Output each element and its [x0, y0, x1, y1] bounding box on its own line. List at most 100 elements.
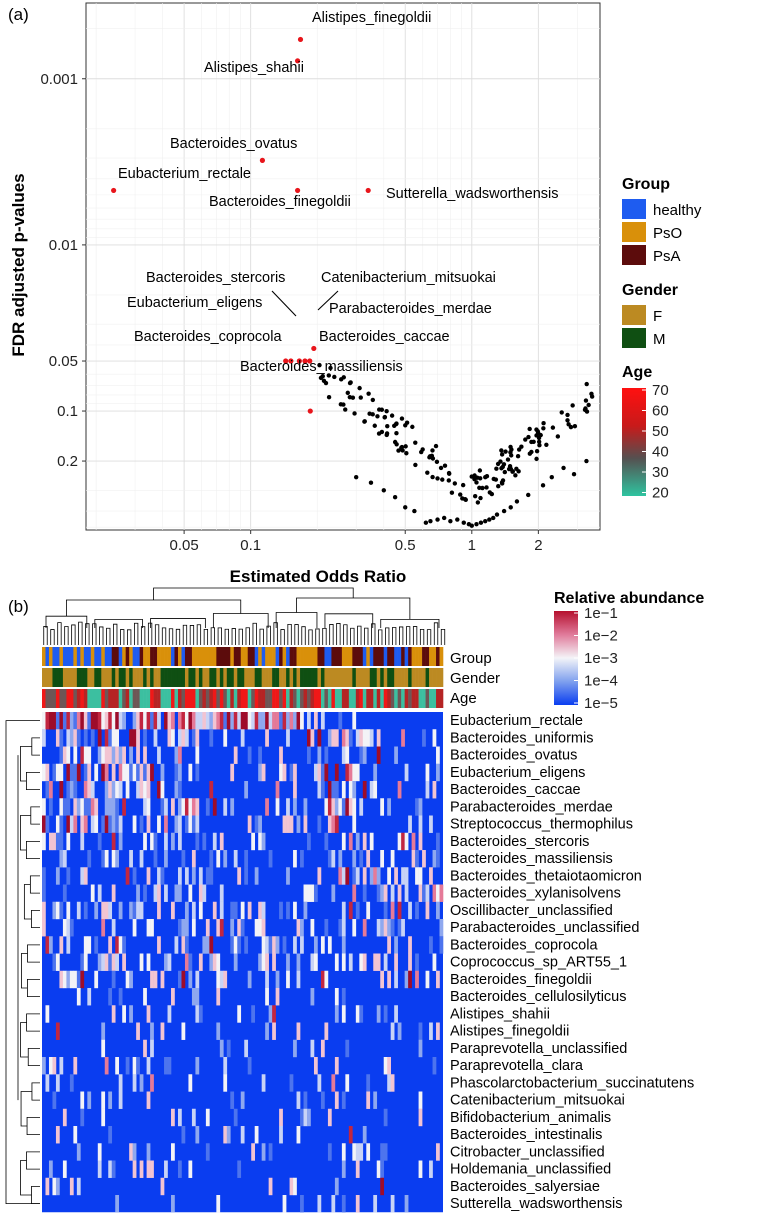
- annotation-cell-age: [111, 689, 116, 708]
- scatter-point-background: [491, 476, 496, 482]
- annotation-cell-gender: [310, 668, 315, 687]
- heatmap-cell: [164, 1057, 168, 1075]
- scatter-point-background: [515, 454, 521, 459]
- annotation-cell-age: [87, 689, 92, 708]
- heatmap-cell: [55, 832, 60, 851]
- annotation-cell-gender: [87, 668, 92, 687]
- scatter-point-background: [435, 517, 440, 522]
- heatmap-cell: [195, 988, 200, 1006]
- heatmap-cell: [303, 815, 308, 833]
- annotation-cell-gender: [404, 668, 409, 687]
- annotation-cell-group: [373, 647, 378, 666]
- annotation-cell-group: [157, 647, 161, 666]
- scatter-point-background: [449, 490, 455, 495]
- scatter-point-background: [430, 474, 435, 480]
- scatter-point-background: [441, 515, 447, 521]
- heatmap-cell: [202, 712, 207, 730]
- annotation-cell-group: [212, 647, 217, 666]
- dendrogram-branch: [134, 622, 139, 645]
- dendrogram-branch: [433, 622, 439, 645]
- annotation-cell-gender: [300, 668, 304, 687]
- abundance-tick-label: 1e−2: [584, 628, 618, 645]
- annotation-cell-gender: [153, 668, 158, 687]
- track-label-age: Age: [450, 690, 477, 707]
- heatmap-cell: [160, 798, 165, 816]
- heatmap-cell: [355, 763, 360, 782]
- heatmap-cell: [48, 1160, 53, 1178]
- scatter-point-background: [501, 508, 507, 514]
- scatter-point-background: [404, 451, 409, 456]
- row-dendrogram-branch: [21, 953, 28, 989]
- annotation-cell-group: [429, 647, 433, 666]
- heatmap-cell: [122, 712, 126, 730]
- annotation-cell-group: [303, 647, 308, 666]
- scatter-point-background: [394, 421, 399, 426]
- scatter-point-background: [526, 434, 531, 440]
- annotation-cell-gender: [296, 668, 301, 687]
- heatmap-cell: [244, 867, 249, 885]
- heatmap-cell: [341, 953, 346, 971]
- row-dendrogram-branch: [27, 1047, 40, 1067]
- heatmap-cell: [177, 1108, 182, 1127]
- heatmap-cell: [157, 746, 161, 764]
- heatmap-cell: [279, 763, 283, 782]
- dendrogram-branch: [273, 622, 278, 645]
- annotation-cell-gender: [439, 668, 444, 687]
- annotation-cell-age: [143, 689, 147, 708]
- annotation-cell-age: [237, 689, 242, 708]
- annotation-cell-age: [216, 689, 221, 708]
- scatter-point-background: [425, 470, 430, 475]
- row-dendrogram-branch: [27, 944, 40, 963]
- heatmap-cell: [362, 1126, 367, 1144]
- point-label: Sutterella_wadsworthensis: [386, 186, 558, 202]
- scatter-point-background: [529, 449, 534, 455]
- heatmap-cell: [97, 712, 102, 730]
- heatmap-row-label: Bacteroides_stercoris: [450, 834, 589, 850]
- dendrogram-branch: [426, 629, 432, 645]
- heatmap-cell: [397, 832, 402, 851]
- scatter-point-significant: [259, 157, 266, 163]
- heatmap-cell: [174, 884, 179, 902]
- annotation-cell-gender: [293, 668, 297, 687]
- y-axis-title: FDR adjusted p-values: [9, 173, 28, 356]
- heatmap-cell: [42, 815, 46, 833]
- annotation-cell-gender: [104, 668, 109, 687]
- annotation-cell-gender: [317, 668, 322, 687]
- heatmap-cell: [293, 1039, 297, 1058]
- dendrogram-branch: [106, 627, 111, 645]
- annotation-cell-age: [52, 689, 57, 708]
- heatmap-cell: [171, 988, 175, 1006]
- heatmap-row-label: Bacteroides_coprocola: [450, 937, 598, 953]
- heatmap-cell: [286, 970, 290, 989]
- heatmap-cell: [146, 1160, 151, 1178]
- annotation-cell-age: [59, 689, 64, 708]
- heatmap-cell: [415, 970, 419, 989]
- annotation-cell-group: [258, 647, 262, 666]
- scatter-point-background: [455, 517, 460, 522]
- heatmap-cell: [101, 763, 106, 782]
- heatmap-cell: [198, 712, 203, 730]
- scatter-point-background: [478, 520, 484, 525]
- annotation-cell-age: [272, 689, 276, 708]
- dendrogram-branch: [120, 629, 125, 645]
- heatmap-cell: [317, 1074, 322, 1092]
- heatmap-cell: [439, 919, 444, 937]
- heatmap-cell: [66, 815, 71, 833]
- heatmap-cell: [268, 936, 273, 954]
- annotation-cell-group: [289, 647, 294, 666]
- heatmap-cell: [362, 781, 367, 799]
- annotation-cell-age: [425, 689, 430, 708]
- annotation-cell-group: [42, 647, 46, 666]
- heatmap-cell: [111, 798, 116, 816]
- heatmap-row-label: Citrobacter_unclassified: [450, 1144, 605, 1160]
- heatmap-cell: [69, 781, 74, 799]
- annotation-cell-group: [268, 647, 273, 666]
- heatmap-cell: [177, 712, 182, 730]
- y-tick-label: 0.1: [57, 403, 78, 420]
- heatmap-row-label: Bacteroides_ovatus: [450, 748, 577, 764]
- point-label: Alistipes_shahii: [204, 60, 304, 76]
- heatmap-cell: [240, 1091, 245, 1109]
- annotation-cell-gender: [254, 668, 259, 687]
- heatmap-cell: [52, 1057, 57, 1075]
- heatmap-cell: [153, 970, 158, 989]
